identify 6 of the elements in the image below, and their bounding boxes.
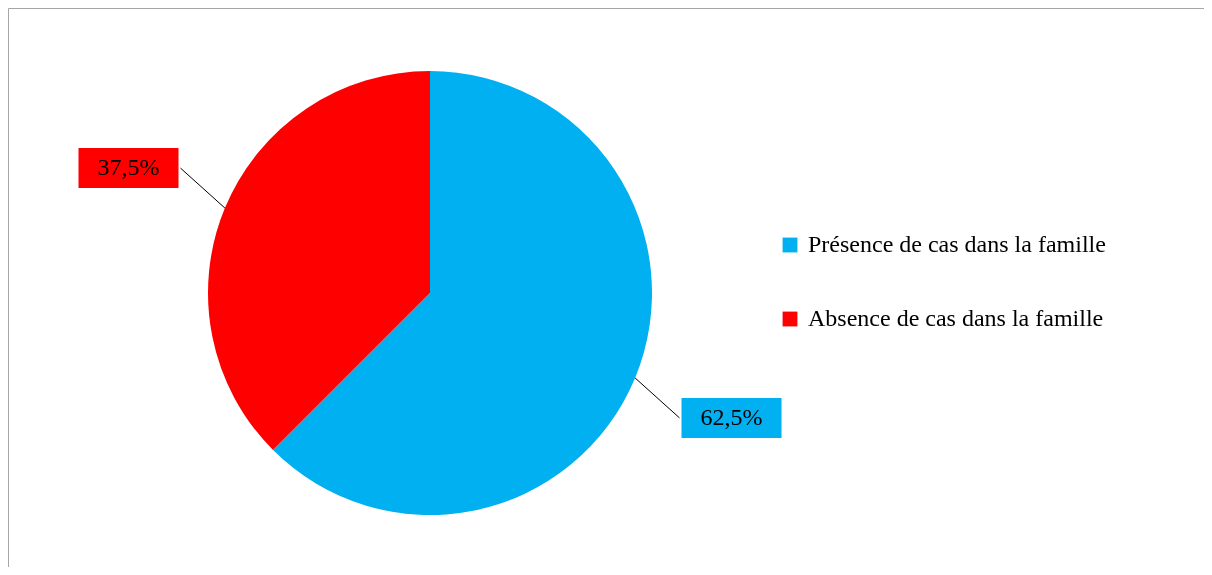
data-label: 37,5% bbox=[97, 154, 160, 181]
pie-slice bbox=[273, 71, 652, 515]
legend-label: Présence de cas dans la famille bbox=[808, 231, 1106, 257]
data-label: 62,5% bbox=[700, 403, 763, 430]
legend-label: Absence de cas dans la famille bbox=[808, 305, 1104, 331]
pie-slice bbox=[208, 71, 430, 450]
